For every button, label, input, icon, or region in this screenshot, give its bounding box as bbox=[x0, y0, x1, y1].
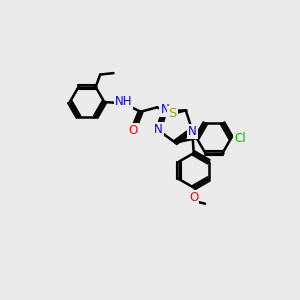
Text: O: O bbox=[128, 124, 138, 137]
Text: Cl: Cl bbox=[234, 132, 246, 145]
Text: N: N bbox=[188, 124, 197, 138]
Text: S: S bbox=[168, 107, 177, 120]
Text: NH: NH bbox=[115, 94, 132, 108]
Text: N: N bbox=[154, 123, 163, 136]
Text: O: O bbox=[189, 190, 198, 204]
Text: N: N bbox=[160, 103, 169, 116]
